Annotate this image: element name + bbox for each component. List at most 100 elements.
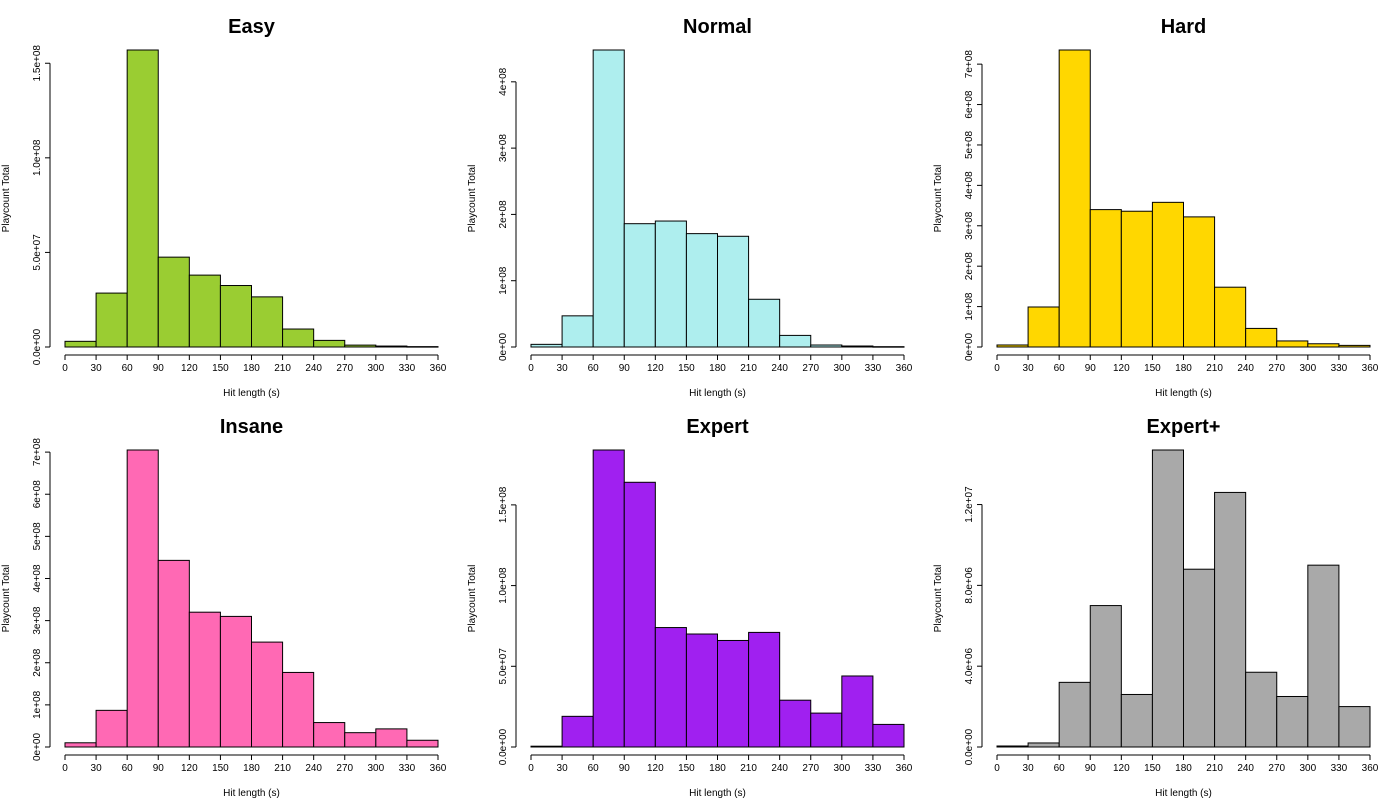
x-tick-label: 300 [1299,763,1316,774]
y-tick-label: 5.0e+07 [32,234,43,271]
histogram-bar [1089,209,1122,348]
x-axis-label: Hit length (s) [689,788,746,799]
x-tick-label: 150 [212,363,229,374]
histogram-bar [1307,564,1340,748]
histogram-bar [95,709,128,748]
x-tick-label: 120 [647,363,664,374]
histogram-svg: Hard 0 30 60 90 120 150 180 210 240 270 300 330 360 0e… [933,16,1379,399]
histogram-bar [779,334,812,348]
histogram-svg: Expert+ 0 30 60 90 120 150 180 210 240 270 300 330 36… [933,416,1379,799]
y-tick-label: 0e+00 [964,333,975,362]
y-tick-label: 6e+08 [964,90,975,119]
histogram-bar [996,745,1029,748]
histogram-bar [1027,306,1060,348]
y-tick-label: 0e+00 [498,333,509,362]
chart-title: Hard [1161,16,1207,38]
x-tick-label: 240 [771,363,788,374]
histogram-bar [717,639,750,748]
histogram-bar [623,481,656,748]
y-axis-label: Playcount Total [933,165,944,233]
histogram-bar [1058,681,1091,748]
x-tick-label: 150 [1144,363,1161,374]
x-tick-label: 240 [305,763,322,774]
x-tick-label: 330 [1331,763,1348,774]
y-tick-label: 1e+08 [964,292,975,321]
x-tick-label: 360 [896,763,913,774]
y-axis-label: Playcount Total [933,565,944,633]
x-tick-label: 300 [833,363,850,374]
x-tick-label: 270 [336,363,353,374]
histogram-bar [841,675,874,748]
x-axis-label: Hit length (s) [689,388,746,399]
y-tick-label: 5.0e+07 [498,648,509,685]
histogram-panel-normal: Normal 0 30 60 90 120 150 180 210 240 270 300 330 360… [466,0,932,400]
chart-title: Expert+ [1147,416,1221,438]
y-tick-label: 1.0e+08 [32,139,43,176]
x-tick-label: 0 [528,763,534,774]
histogram-bar [623,223,656,348]
histogram-bar [406,739,439,748]
x-tick-label: 330 [1331,363,1348,374]
histogram-bar [810,344,843,348]
histogram-bar [282,328,315,348]
x-tick-label: 300 [367,763,384,774]
x-tick-label: 120 [181,763,198,774]
histogram-bar [126,49,159,348]
histogram-bar [1058,49,1091,348]
histogram-bar [872,723,905,748]
x-tick-label: 90 [153,763,165,774]
histogram-bar [64,742,97,748]
histogram-bar [748,298,781,348]
x-tick-label: 150 [1144,763,1161,774]
histogram-bar [872,346,905,348]
x-tick-label: 360 [1362,763,1379,774]
x-tick-label: 360 [1362,363,1379,374]
histogram-bar [1245,327,1278,348]
histogram-panel-hard: Hard 0 30 60 90 120 150 180 210 240 270 300 330 360 0e… [932,0,1398,400]
x-tick-label: 150 [678,363,695,374]
x-tick-label: 0 [994,763,1000,774]
y-tick-label: 0.0e+00 [32,328,43,365]
x-tick-label: 60 [588,363,600,374]
y-tick-label: 7e+08 [964,50,975,79]
x-tick-label: 330 [399,363,416,374]
histogram-bar [996,344,1029,348]
histogram-bar [157,256,190,348]
histogram-bar [282,671,315,748]
histogram-bar [375,345,408,348]
x-tick-label: 330 [865,763,882,774]
x-tick-label: 240 [305,363,322,374]
x-tick-label: 240 [1237,763,1254,774]
histogram-bar [1089,605,1122,748]
x-tick-label: 60 [122,363,134,374]
chart-title: Insane [220,416,283,438]
histogram-bar [313,339,346,348]
histogram-bar [406,346,439,348]
histogram-bar [188,274,221,348]
histogram-bar [1183,216,1216,348]
histogram-bar [251,641,284,748]
histogram-bar [654,627,687,748]
x-tick-label: 330 [865,363,882,374]
histogram-bar [1307,343,1340,348]
histogram-bar [188,611,221,748]
x-tick-label: 150 [678,763,695,774]
y-tick-label: 1.5e+08 [498,486,509,523]
x-tick-label: 330 [399,763,416,774]
x-tick-label: 270 [336,763,353,774]
y-tick-label: 3e+08 [964,211,975,240]
histogram-bar [1120,210,1153,348]
y-tick-label: 2e+08 [32,648,43,677]
y-axis-label: Playcount Total [1,565,12,633]
x-tick-label: 120 [1113,763,1130,774]
x-tick-label: 0 [994,363,1000,374]
y-tick-label: 3e+08 [32,606,43,635]
y-tick-label: 2e+08 [498,200,509,229]
x-tick-label: 210 [274,363,291,374]
histogram-svg: Expert 0 30 60 90 120 150 180 210 240 270 300 330 360… [467,416,913,799]
histogram-bar [251,296,284,348]
y-tick-label: 4e+08 [32,564,43,593]
x-tick-label: 150 [212,763,229,774]
histogram-bar [64,340,97,348]
